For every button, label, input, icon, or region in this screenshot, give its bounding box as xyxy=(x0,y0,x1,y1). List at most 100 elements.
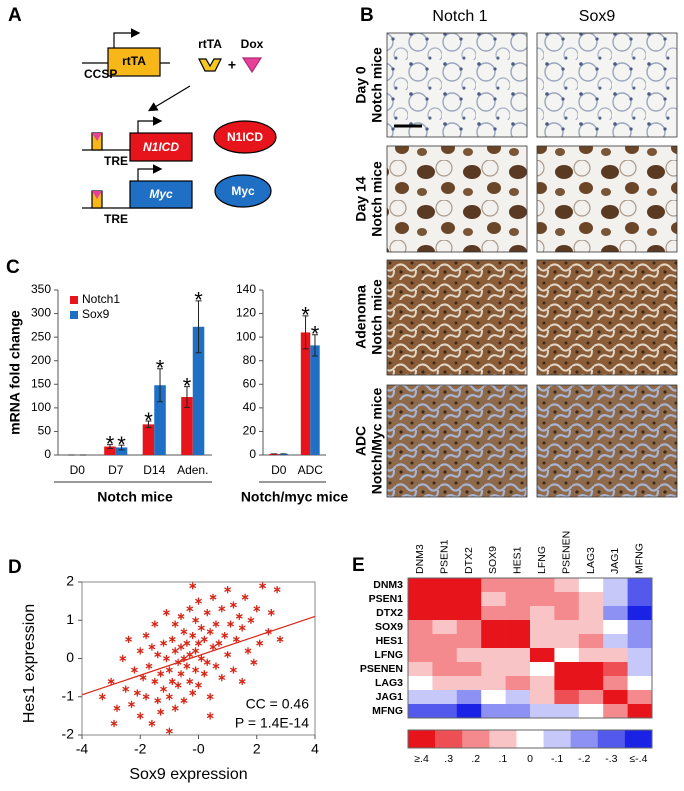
heatmap-cell xyxy=(530,606,555,621)
x-tick-label: D0 xyxy=(271,463,287,477)
heatmap-cell xyxy=(578,578,604,593)
row-label: HES1 xyxy=(376,635,404,647)
row-label: JAG1 xyxy=(376,691,404,703)
heatmap-cell xyxy=(554,634,580,649)
data-point xyxy=(142,631,150,640)
data-point xyxy=(195,681,202,689)
heatmap-cell xyxy=(432,704,458,719)
column-label: DNM3 xyxy=(414,544,426,574)
label: N1ICD xyxy=(227,130,263,144)
bar xyxy=(142,424,155,455)
column-label: LFNG xyxy=(536,546,548,574)
heatmap-cell xyxy=(627,662,653,677)
y-axis-label: mRNA fold change xyxy=(7,310,23,435)
data-point xyxy=(203,658,211,666)
heatmap-cell xyxy=(456,634,482,649)
dox-icon xyxy=(92,133,102,141)
data-point xyxy=(160,685,168,693)
heatmap-cell xyxy=(530,648,555,663)
data-point xyxy=(206,628,214,636)
micrograph xyxy=(386,32,528,138)
heatmap-cell xyxy=(578,690,604,705)
heatmap-cell xyxy=(627,704,653,719)
legend-swatch xyxy=(70,296,78,304)
data-point xyxy=(209,643,217,651)
dox-icon xyxy=(241,57,263,74)
data-point xyxy=(259,582,267,590)
y-tick-label: 60 xyxy=(243,376,257,390)
y-tick-label: 20 xyxy=(243,424,257,438)
heatmap-cell xyxy=(432,662,458,677)
data-point xyxy=(186,677,194,686)
heatmap-cell xyxy=(432,620,458,635)
micrograph xyxy=(386,384,528,498)
error-bar xyxy=(118,444,125,451)
bar xyxy=(269,453,279,455)
row-label: ADC xyxy=(353,426,369,456)
data-point xyxy=(125,635,133,643)
heatmap-cell xyxy=(603,704,628,719)
row-label: Adenoma xyxy=(353,285,369,349)
heatmap-cell xyxy=(505,578,531,593)
data-point xyxy=(221,631,229,640)
error-bar xyxy=(106,444,113,449)
data-point xyxy=(165,727,173,735)
heatmap-cell xyxy=(456,578,482,593)
data-point xyxy=(203,609,211,617)
heatmap-cell xyxy=(530,676,555,691)
x-axis-label: Sox9 expression xyxy=(129,766,247,783)
data-point xyxy=(247,616,255,624)
row-label: Notch mice xyxy=(369,47,385,123)
y-tick-label: 0 xyxy=(249,447,256,461)
y-tick-label: 0 xyxy=(44,447,51,461)
data-point xyxy=(177,670,185,678)
heatmap-cell xyxy=(432,690,458,705)
micrograph xyxy=(536,145,678,253)
heatmap-cell xyxy=(603,690,628,705)
heatmap-frame xyxy=(407,577,653,719)
panel-label: D xyxy=(8,557,22,578)
heatmap-cell xyxy=(627,578,653,593)
heatmap-cell xyxy=(505,704,531,719)
y-tick-label: -1 xyxy=(62,687,75,703)
y-tick-label: 200 xyxy=(31,353,51,367)
x-tick-label: D14 xyxy=(143,463,165,477)
data-point xyxy=(98,693,106,701)
x-tick-label: 2 xyxy=(253,741,261,757)
data-point xyxy=(171,704,179,712)
column-label: SOX9 xyxy=(487,546,499,574)
bar xyxy=(104,446,116,455)
data-point xyxy=(180,696,188,705)
promoter-arrow xyxy=(137,116,163,133)
data-point xyxy=(165,666,173,674)
heatmap-cell xyxy=(578,620,604,635)
heatmap-cell xyxy=(456,676,482,691)
annotation: P = 1.4E-14 xyxy=(235,715,309,731)
data-point xyxy=(186,651,194,659)
heatmap-cell xyxy=(603,648,628,663)
data-point xyxy=(139,674,147,682)
significance-marker: * xyxy=(194,288,203,313)
significance-marker: * xyxy=(117,432,126,457)
heatmap-cell xyxy=(554,648,580,663)
y-tick-label: 40 xyxy=(243,400,257,414)
data-point xyxy=(195,597,202,605)
data-point xyxy=(177,643,185,651)
y-tick-label: 0 xyxy=(66,649,74,665)
data-point xyxy=(136,647,144,655)
x-tick-label: D0 xyxy=(70,463,86,477)
data-point xyxy=(174,681,182,689)
colorbar-frame xyxy=(407,729,653,749)
label: Dox xyxy=(241,37,264,51)
heatmap-cell xyxy=(481,690,506,705)
y-tick-label: 50 xyxy=(38,424,52,438)
heatmap-cell xyxy=(603,578,628,593)
fit-line xyxy=(81,615,316,696)
colorbar-label: -.2 xyxy=(578,753,590,765)
data-point xyxy=(218,605,226,613)
column-label: JAG1 xyxy=(609,548,621,574)
heatmap-cell xyxy=(554,620,580,635)
data-point xyxy=(145,662,153,670)
micrograph-grid xyxy=(386,32,678,498)
